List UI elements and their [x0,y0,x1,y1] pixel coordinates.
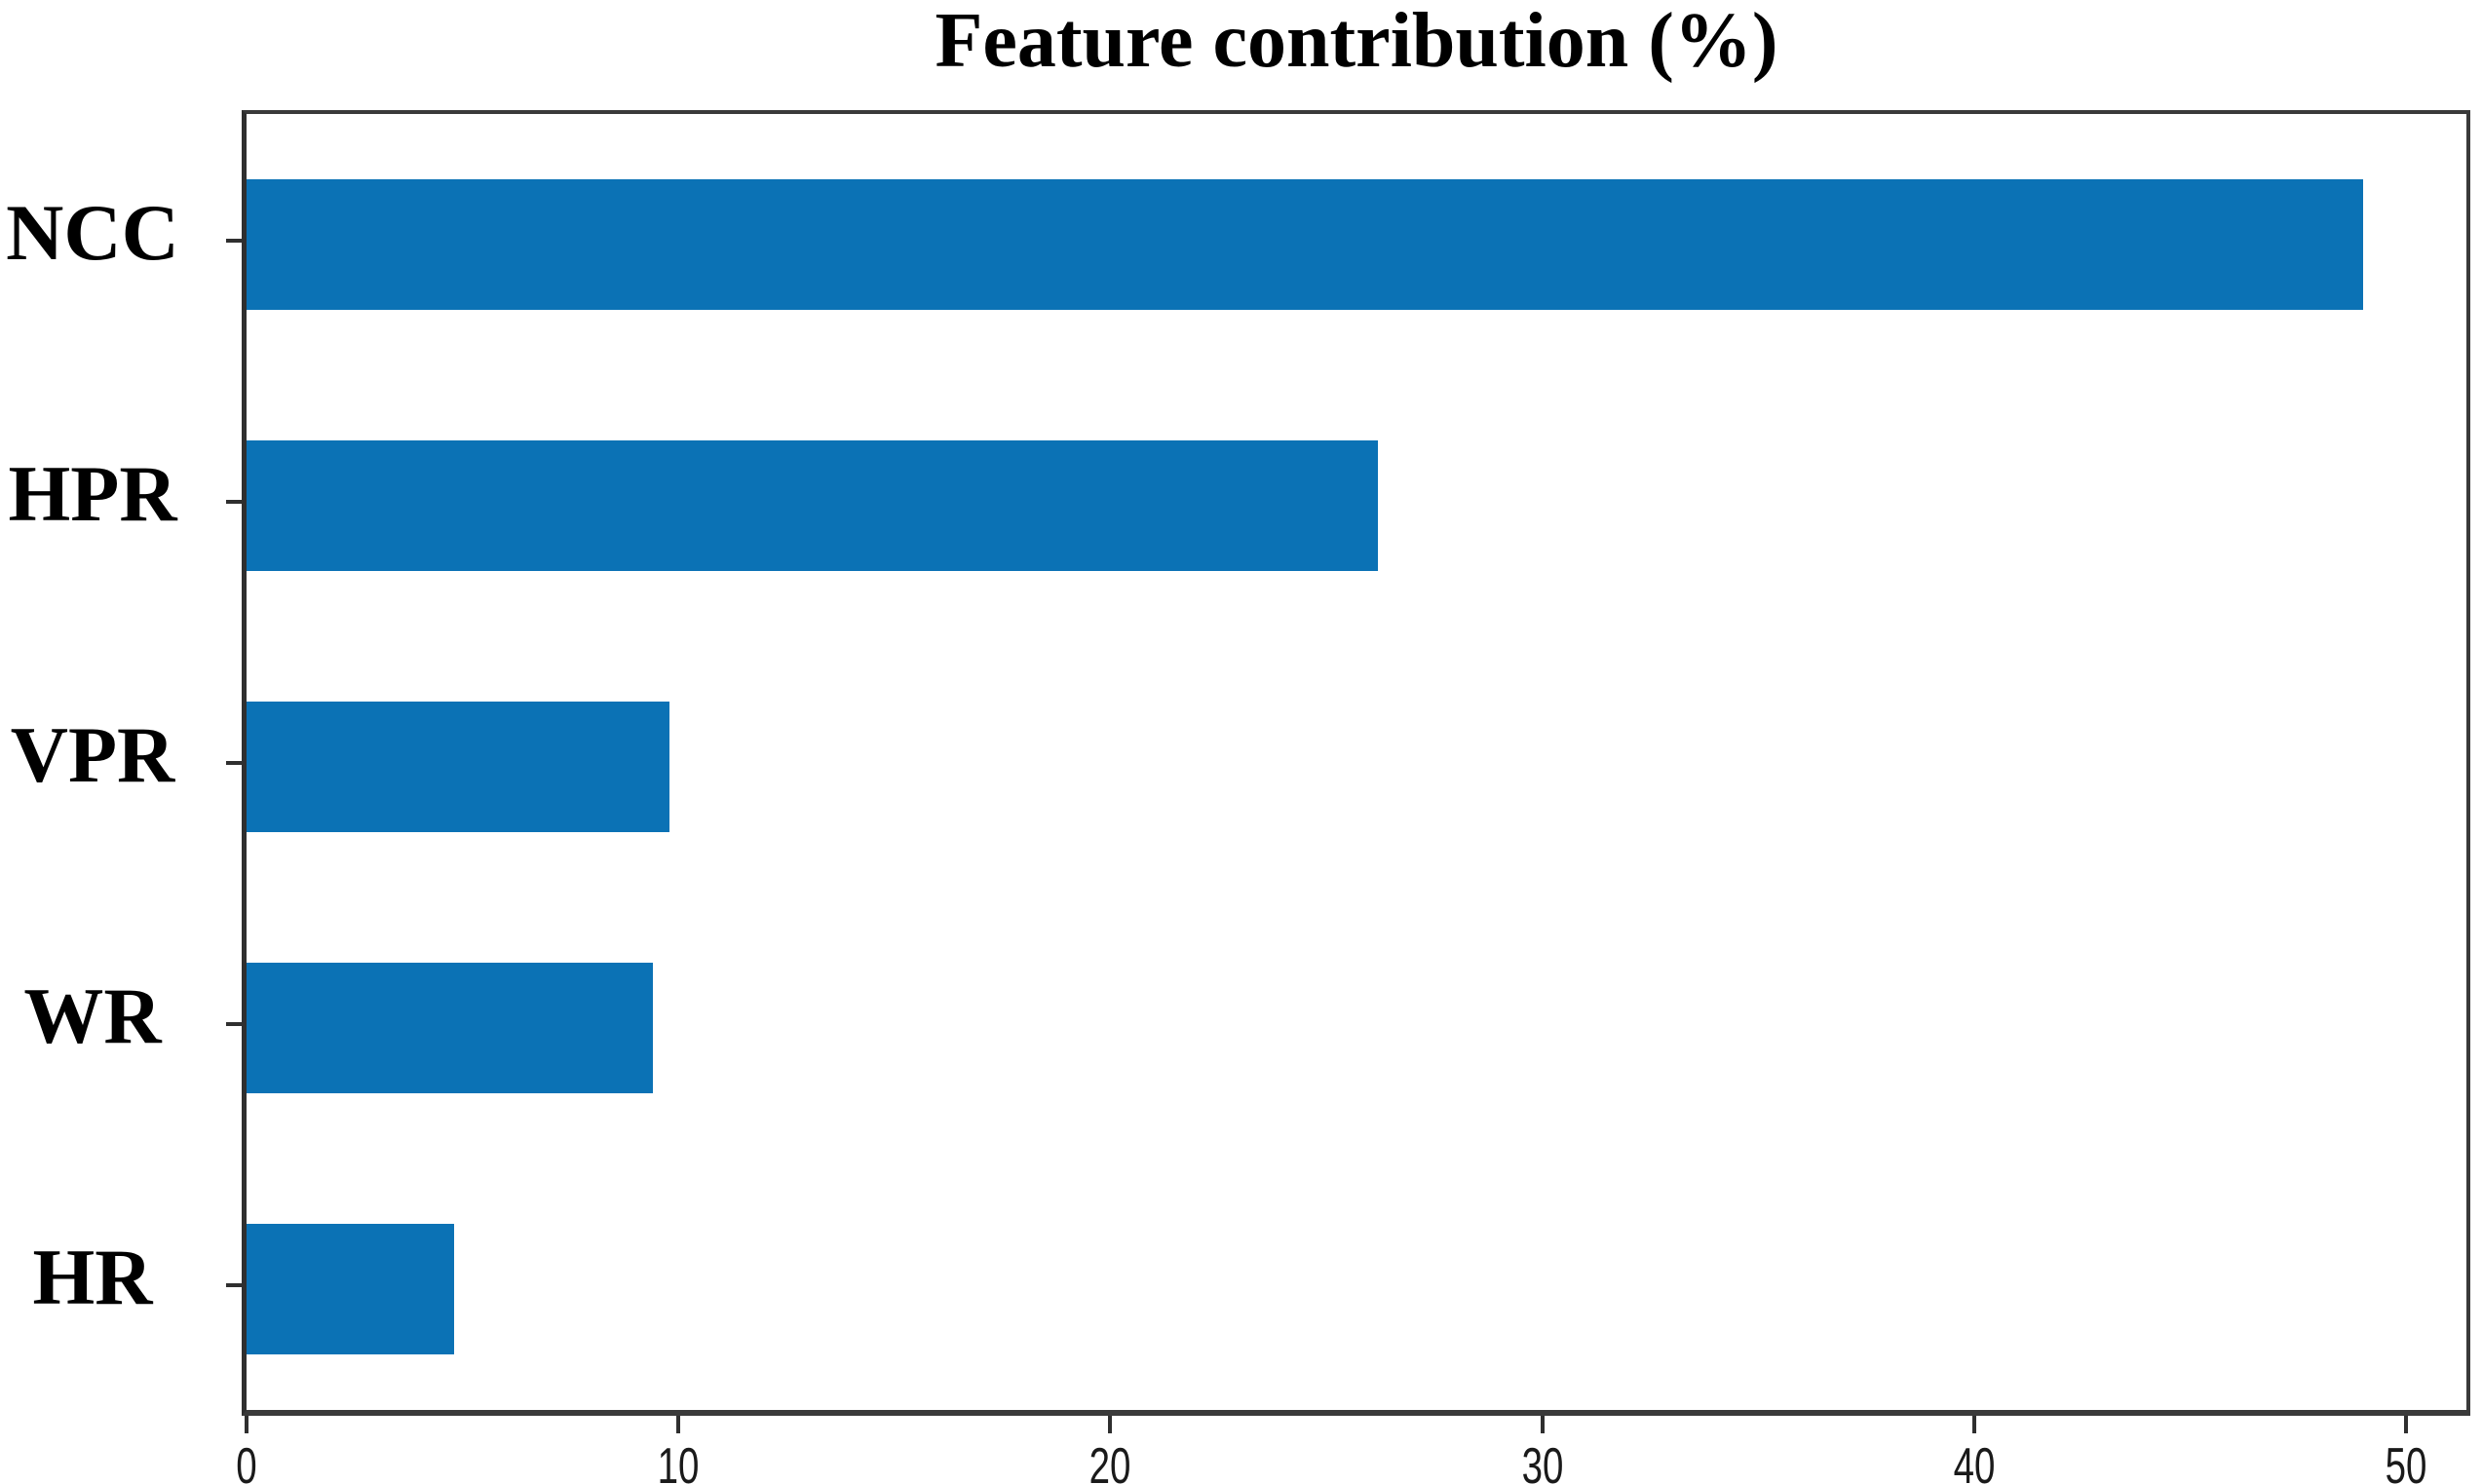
x-tick-40 [1972,1416,1976,1433]
x-tick-label-10: 10 [657,1438,700,1484]
x-tick-30 [1541,1416,1545,1433]
x-tick-label-0: 0 [236,1438,257,1484]
x-tick-10 [676,1416,680,1433]
bar-wr [247,963,653,1093]
y-tick-vpr [226,761,242,765]
y-label-hpr: HPR [8,449,177,538]
x-tick-20 [1108,1416,1112,1433]
y-label-ncc: NCC [6,188,179,277]
bar-hpr [247,440,1378,571]
x-tick-50 [2404,1416,2408,1433]
bar-ncc [247,179,2363,310]
x-tick-label-30: 30 [1521,1438,1564,1484]
x-tick-0 [245,1416,248,1433]
x-tick-label-20: 20 [1088,1438,1131,1484]
y-tick-hpr [226,500,242,504]
chart-title: Feature contribution (%) [935,0,1778,84]
x-tick-label-40: 40 [1953,1438,1996,1484]
bar-hr [247,1224,454,1354]
y-tick-ncc [226,239,242,243]
y-label-vpr: VPR [10,710,175,799]
x-tick-label-50: 50 [2385,1438,2427,1484]
plot-area [242,110,2470,1416]
bar-vpr [247,702,669,832]
y-tick-wr [226,1022,242,1026]
y-label-wr: WR [23,971,162,1060]
y-label-hr: HR [32,1233,153,1321]
y-tick-hr [226,1283,242,1287]
